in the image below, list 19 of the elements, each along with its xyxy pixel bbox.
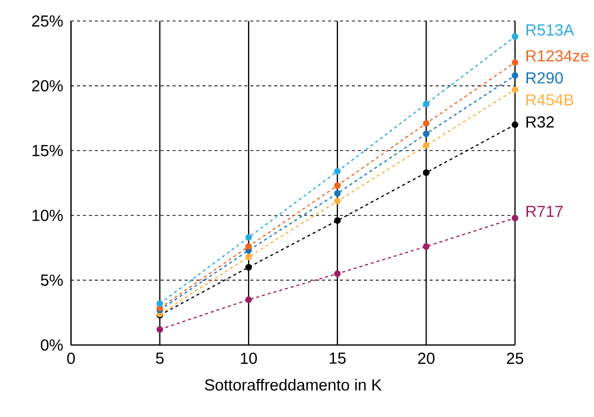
series-label: R513A (526, 24, 574, 36)
x-tick-label: 5 (156, 352, 164, 364)
series-label: R290 (526, 72, 563, 84)
series-label: R454B (526, 94, 574, 106)
x-tick-label: 20 (418, 352, 434, 364)
x-tick-label: 25 (506, 352, 524, 364)
y-tick-label: 15% (32, 144, 63, 156)
y-tick-label: 20% (32, 80, 63, 92)
x-tick-label: 15 (330, 352, 346, 364)
series-label: R1234ze (526, 50, 589, 62)
y-tick-label: 10% (32, 210, 63, 222)
x-axis-title: Sottoraffreddamento in K (204, 378, 382, 391)
series-label: R32 (526, 116, 554, 128)
series-label: R717 (526, 206, 563, 217)
x-tick-label: 0 (67, 352, 75, 364)
x-tick-label: 10 (240, 352, 257, 364)
y-tick-label: 25% (32, 15, 63, 27)
y-tick-label: 5% (40, 274, 63, 286)
y-tick-label: 0% (40, 339, 63, 351)
